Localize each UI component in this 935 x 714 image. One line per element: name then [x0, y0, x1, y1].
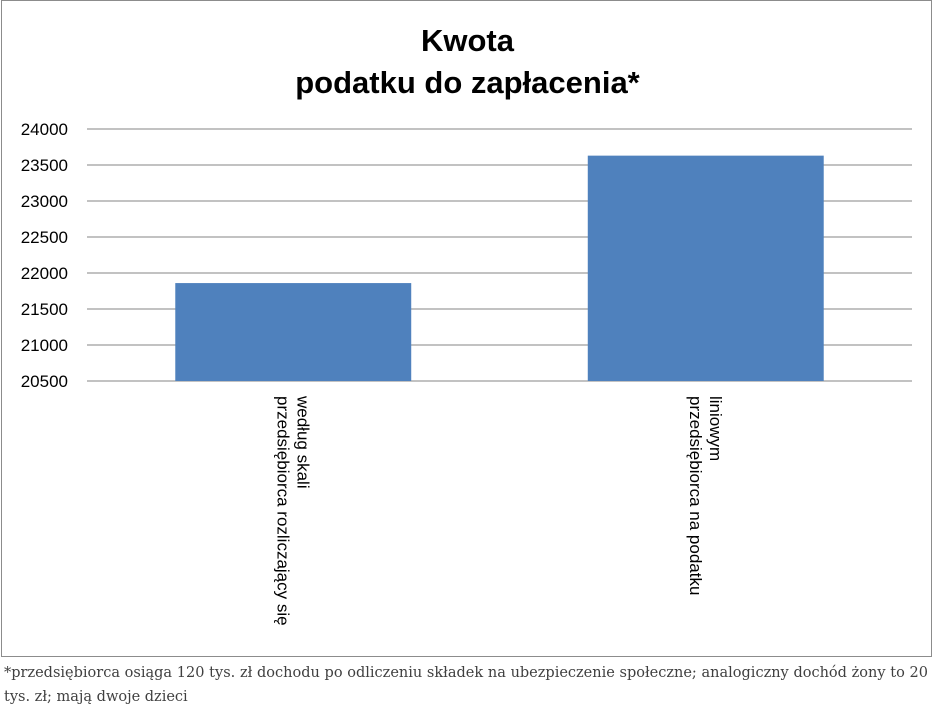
y-tick-label: 22000 — [21, 264, 68, 283]
y-tick-label: 24000 — [21, 120, 68, 139]
x-category-label-line: według skali — [293, 395, 312, 489]
x-category-label-line: liniowym — [706, 396, 725, 461]
y-tick-label: 21500 — [21, 300, 68, 319]
x-category-label-line: przedsiębiorca na podatku — [686, 396, 705, 595]
x-category-label: przedsiębiorca rozliczający się według sk… — [273, 395, 312, 626]
bar — [587, 155, 824, 381]
chart-title-line-2: podatku do zapłacenia* — [295, 65, 640, 100]
y-tick-label: 23500 — [21, 156, 68, 175]
y-tick-label: 21000 — [21, 336, 68, 355]
x-category-label-line: przedsiębiorca rozliczający się — [273, 396, 292, 626]
bar — [175, 283, 412, 381]
chart-title-line-1: Kwota — [421, 23, 514, 58]
x-category-label: przedsiębiorca na podatku liniowym — [686, 396, 725, 595]
y-tick-label: 20500 — [21, 372, 68, 391]
y-tick-label: 22500 — [21, 228, 68, 247]
chart-title: Kwota podatku do zapłacenia* — [0, 20, 935, 104]
footnote: *przedsiębiorca osiąga 120 tys. zł docho… — [4, 665, 928, 705]
y-tick-label: 23000 — [21, 192, 68, 211]
bar-chart: 20500 21000 21500 22000 22500 23000 23500 24000… — [21, 120, 912, 626]
